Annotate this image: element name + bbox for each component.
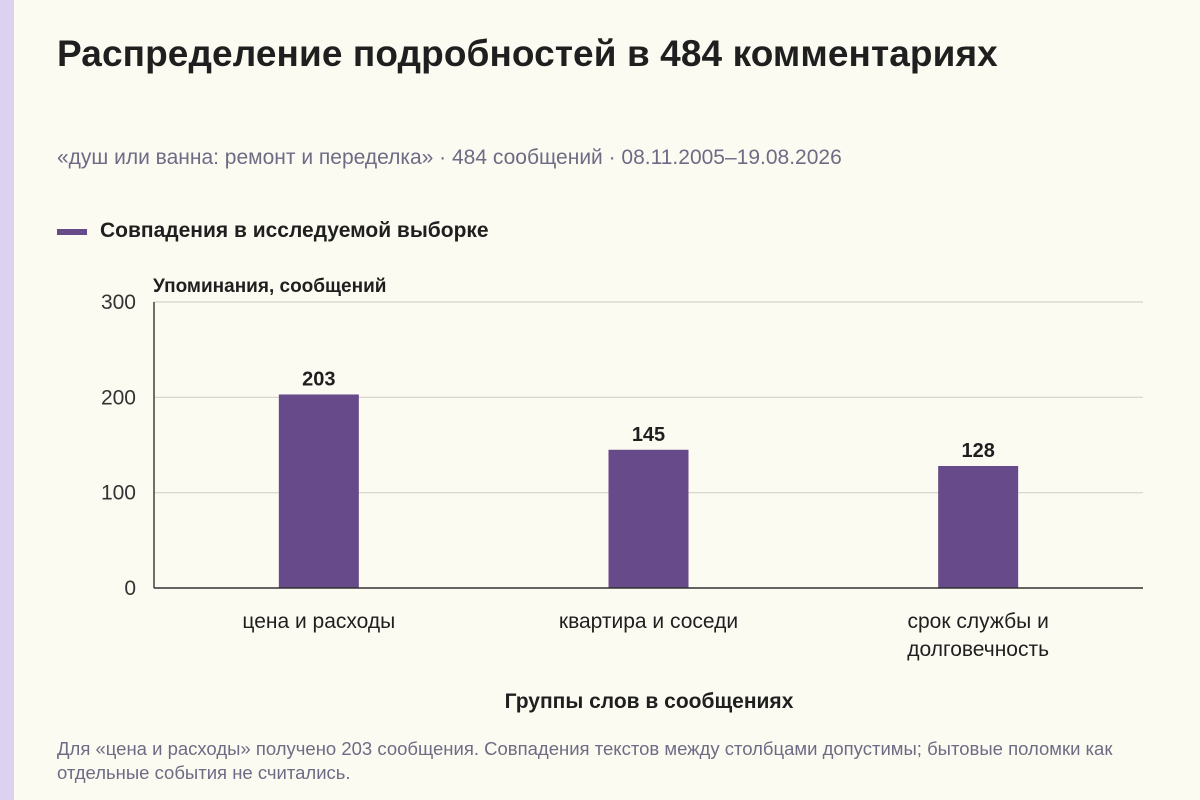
legend-label: Совпадения в исследуемой выборке	[100, 219, 489, 242]
accent-strip	[0, 0, 14, 800]
legend-swatch	[57, 229, 87, 235]
chart-subtitle: «душ или ванна: ремонт и переделка» · 48…	[57, 146, 842, 169]
x-tick-label: долговечность	[907, 638, 1049, 661]
footnote: Для «цена и расходы» получено 203 сообще…	[57, 738, 1113, 783]
bar	[278, 394, 359, 588]
legend: Совпадения в исследуемой выборке	[57, 219, 489, 243]
x-tick-label: цена и расходы	[242, 610, 395, 633]
x-tick-label: квартира и соседи	[559, 610, 738, 633]
y-tick-label: 300	[101, 291, 136, 314]
bar-value-label: 145	[632, 424, 665, 446]
bar-value-label: 128	[961, 440, 994, 462]
bar-value-label: 203	[302, 368, 335, 390]
bar	[938, 465, 1019, 588]
y-tick-label: 100	[101, 482, 136, 505]
x-axis-label: Группы слов в сообщениях	[505, 690, 794, 713]
value-labels: 203 145 128	[302, 368, 995, 462]
y-tick-label: 200	[101, 386, 136, 409]
x-tick-labels: цена и расходы квартира и соседи срок служ…	[242, 610, 1049, 661]
bars	[278, 394, 1019, 588]
x-tick-label: срок службы и	[907, 610, 1048, 633]
y-tick-labels: 0 100 200 300	[101, 291, 136, 600]
y-axis-label: Упоминания, сообщений	[153, 276, 386, 297]
y-tick-label: 0	[124, 577, 136, 600]
bar	[608, 449, 689, 588]
chart-title: Распределение подробностей в 484 коммент…	[57, 33, 998, 74]
